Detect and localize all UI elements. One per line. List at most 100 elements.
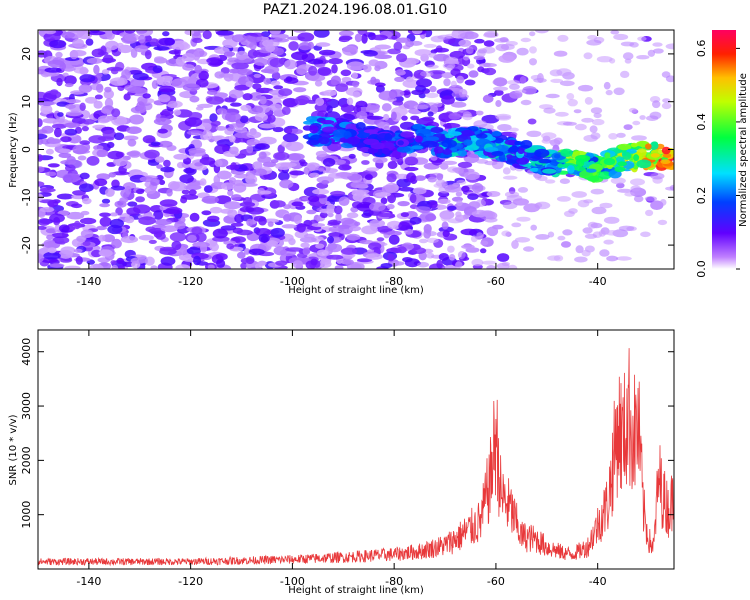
spectrogram-noise-blob [624, 192, 635, 197]
spectrogram-noise-blob [442, 230, 450, 238]
spectrogram-noise-blob [158, 37, 175, 46]
spectrogram-noise-blob [306, 162, 320, 170]
spectrogram-noise-blob [322, 157, 336, 167]
figure-title: PAZ1.2024.196.08.01.G10 [263, 2, 448, 18]
spectrogram-noise-blob [468, 70, 479, 78]
spectrogram-noise-blob [255, 228, 272, 237]
spectrogram-noise-blob [228, 135, 236, 143]
spectrogram-signal-blob [557, 163, 564, 168]
spectrogram-noise-blob [230, 102, 242, 107]
spectrogram-noise-blob [573, 109, 582, 114]
spectrogram-noise-blob [299, 159, 306, 165]
spectrogram-signal-blob [575, 158, 585, 167]
spectrogram-noise-blob [253, 57, 269, 66]
spectrogram-noise-blob [497, 124, 512, 131]
spectrogram-noise-blob [330, 190, 346, 197]
spectrogram-noise-blob [155, 156, 165, 163]
spectrogram-noise-blob [397, 201, 410, 207]
spectrogram-noise-blob [245, 256, 255, 265]
spectrogram-noise-blob [72, 144, 88, 155]
spectrogram-noise-blob [271, 71, 281, 81]
spectrogram-noise-blob [486, 191, 501, 197]
spec-x-tick-label: -80 [385, 275, 403, 288]
spectrogram-noise-blob [273, 151, 290, 161]
spectrogram-noise-blob [427, 111, 434, 117]
spectrogram-noise-blob [158, 179, 166, 185]
spectrogram-noise-blob [455, 261, 463, 269]
spectrogram-noise-blob [340, 217, 355, 225]
spectrogram-noise-blob [111, 238, 122, 249]
colorbar-tick-label: 0.2 [695, 187, 708, 205]
spectrogram-noise-blob [79, 66, 89, 76]
spectrogram-noise-blob [206, 57, 219, 64]
spectrogram-noise-blob [106, 66, 124, 72]
snr-line-group [38, 348, 674, 567]
spectrogram-noise-blob [215, 253, 228, 261]
spectrogram-noise-blob [606, 255, 618, 262]
spectrogram-noise-blob [285, 127, 293, 134]
spectrogram-noise-blob [429, 201, 438, 209]
spectrogram-noise-blob [289, 170, 305, 176]
spectrogram-noise-blob [639, 115, 646, 120]
spectrogram-noise-blob [110, 185, 125, 191]
snr-x-tick-label: -120 [178, 575, 203, 588]
spectrogram-noise-blob [335, 83, 349, 92]
spectrogram-noise-blob [82, 197, 92, 205]
spectrogram-noise-blob [220, 225, 237, 231]
spectrogram-noise-blob [38, 181, 45, 187]
spectrogram-signal-blob [650, 153, 660, 158]
spectrogram-noise-blob [310, 258, 318, 266]
spectrogram-noise-blob [308, 65, 318, 76]
spectrogram-noise-blob [481, 114, 500, 124]
spectrogram-noise-blob [498, 54, 515, 63]
spectrogram-noise-blob [315, 42, 331, 47]
spectrogram-signal-blob [306, 116, 318, 122]
spectrogram-signal-blob [542, 168, 557, 174]
spectrogram-noise-blob [271, 200, 286, 208]
spectrogram-noise-blob [475, 110, 484, 116]
spectrogram-noise-blob [388, 234, 400, 245]
spectrogram-noise-blob [617, 188, 633, 193]
spectrogram-noise-blob [138, 216, 156, 226]
spectrogram-noise-blob [100, 108, 111, 114]
spectrogram-noise-blob [392, 261, 405, 266]
spectrogram-noise-blob [199, 178, 207, 186]
spectrogram-noise-blob [246, 131, 262, 139]
spectrogram-noise-blob [534, 201, 551, 210]
snr-y-tick-label: 3000 [20, 392, 33, 420]
spectrogram-noise-blob [212, 228, 228, 239]
spectrogram-noise-blob [555, 111, 569, 117]
spectrogram-noise-blob [421, 116, 435, 122]
spectrogram-noise-blob [72, 38, 84, 48]
spectrogram-noise-blob [223, 201, 242, 210]
spectrogram-noise-blob [315, 150, 328, 158]
spectrogram-noise-blob [226, 243, 235, 250]
spectrogram-noise-blob [493, 86, 509, 92]
spectrogram-noise-blob [206, 96, 225, 105]
spectrogram-noise-blob [395, 69, 406, 76]
spectrogram-noise-blob [348, 153, 356, 159]
spectrogram-noise-blob [214, 195, 232, 205]
spectrogram-noise-blob [426, 64, 439, 69]
spectrogram-noise-blob [591, 206, 607, 215]
spectrogram-signal-blob [384, 133, 393, 142]
spectrogram-noise-blob [80, 229, 94, 238]
spectrogram-noise-blob [393, 41, 403, 51]
spectrogram-signal-blob [442, 148, 453, 155]
spectrogram-signal-blob [603, 158, 616, 166]
spectrogram-noise-blob [269, 30, 282, 35]
spectrogram-noise-blob [318, 260, 332, 269]
spectrogram-noise-blob [526, 130, 542, 137]
spectrogram-noise-blob [264, 65, 280, 74]
spectrogram-noise-blob [129, 114, 144, 125]
spectrogram-noise-blob [111, 108, 121, 118]
spectrogram-noise-blob [330, 75, 341, 86]
spectrogram-noise-blob [104, 86, 112, 93]
spectrogram-noise-blob [45, 171, 57, 177]
spectrogram-noise-blob [173, 153, 188, 160]
spectrogram-noise-blob [461, 185, 470, 193]
spectrogram-noise-blob [447, 245, 455, 253]
spectrogram-noise-blob [374, 192, 391, 197]
spectrogram-noise-blob [78, 183, 94, 193]
spectrogram-noise-blob [209, 113, 218, 123]
